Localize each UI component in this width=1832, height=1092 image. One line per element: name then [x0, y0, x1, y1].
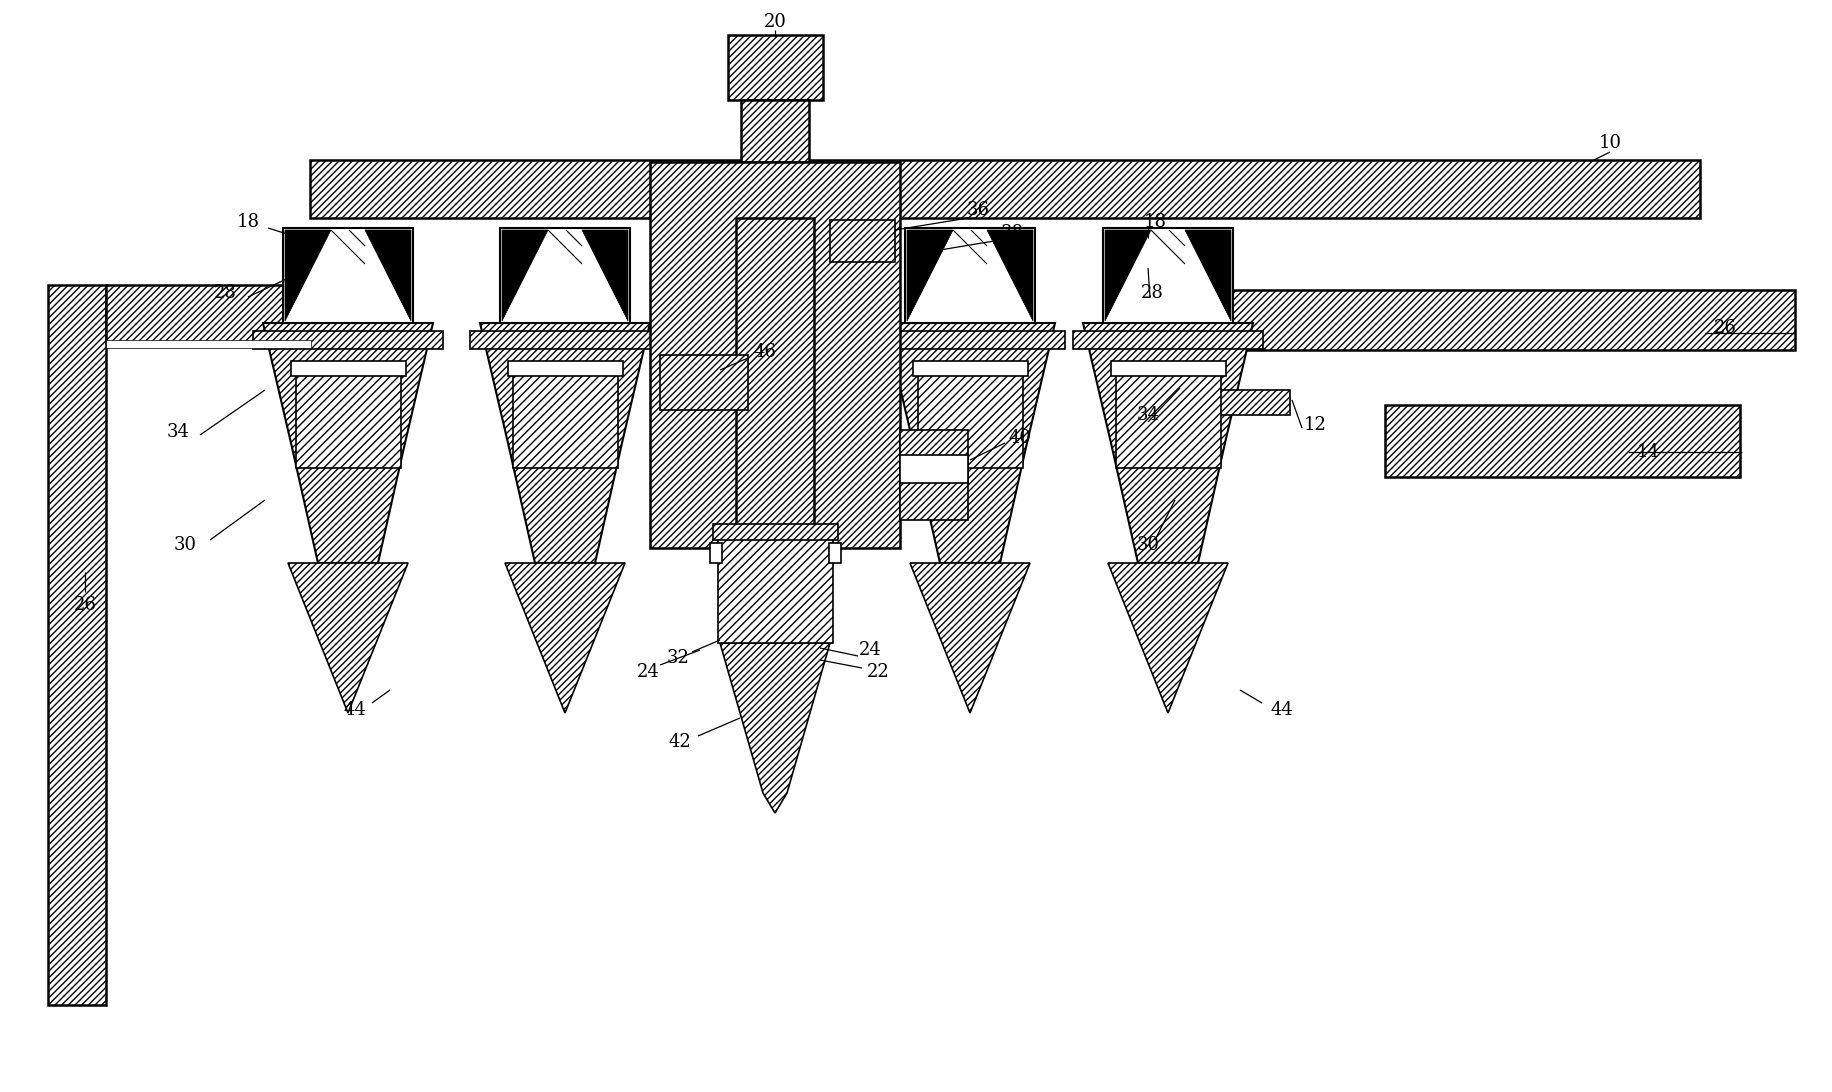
- Bar: [713, 524, 837, 541]
- Bar: [736, 218, 813, 548]
- Polygon shape: [720, 643, 830, 814]
- Bar: [1194, 390, 1290, 415]
- Polygon shape: [502, 230, 548, 321]
- Bar: [650, 162, 900, 548]
- Polygon shape: [911, 563, 1030, 713]
- Polygon shape: [583, 230, 628, 321]
- Text: 30: 30: [1136, 536, 1160, 554]
- Bar: [106, 285, 311, 343]
- Polygon shape: [264, 323, 432, 563]
- Text: 24: 24: [859, 641, 881, 658]
- Bar: [1116, 373, 1220, 468]
- Text: 34: 34: [167, 423, 189, 441]
- Polygon shape: [1083, 323, 1253, 563]
- Bar: [740, 100, 810, 162]
- Bar: [711, 543, 722, 563]
- Bar: [727, 35, 823, 100]
- Polygon shape: [365, 230, 410, 321]
- Text: 36: 36: [967, 201, 989, 219]
- Polygon shape: [1108, 563, 1227, 713]
- Bar: [297, 373, 401, 468]
- Bar: [876, 331, 1064, 349]
- Bar: [291, 361, 407, 376]
- Bar: [253, 331, 443, 349]
- Polygon shape: [987, 230, 1033, 321]
- Bar: [500, 228, 630, 323]
- Text: 28: 28: [214, 284, 236, 302]
- Text: 46: 46: [753, 343, 777, 361]
- Polygon shape: [506, 563, 625, 713]
- Text: 34: 34: [1136, 406, 1160, 424]
- Bar: [1074, 331, 1262, 349]
- Polygon shape: [907, 230, 953, 321]
- Polygon shape: [1105, 230, 1150, 321]
- Bar: [106, 340, 311, 348]
- Bar: [918, 373, 1022, 468]
- Text: 28: 28: [1141, 284, 1163, 302]
- Polygon shape: [286, 230, 332, 321]
- Bar: [912, 361, 1028, 376]
- Text: 42: 42: [669, 733, 691, 751]
- Bar: [830, 219, 896, 262]
- Text: 24: 24: [638, 663, 660, 681]
- Bar: [310, 161, 1700, 218]
- Text: 26: 26: [73, 596, 97, 614]
- Bar: [718, 538, 834, 643]
- Bar: [1110, 361, 1226, 376]
- Text: 32: 32: [667, 649, 689, 667]
- Text: 44: 44: [1271, 701, 1293, 719]
- Bar: [900, 430, 967, 520]
- Text: 26: 26: [1713, 319, 1737, 337]
- Text: 22: 22: [867, 663, 889, 681]
- Text: 14: 14: [1636, 443, 1660, 461]
- Bar: [830, 543, 841, 563]
- Bar: [900, 455, 967, 483]
- Bar: [660, 355, 747, 410]
- Text: 20: 20: [764, 13, 786, 31]
- Text: 30: 30: [174, 536, 196, 554]
- Polygon shape: [480, 323, 650, 563]
- Text: 38: 38: [1000, 224, 1024, 242]
- Text: 18: 18: [1143, 213, 1167, 232]
- Bar: [513, 373, 617, 468]
- Bar: [1194, 290, 1795, 351]
- Bar: [1103, 228, 1233, 323]
- Bar: [48, 285, 106, 1005]
- Text: 40: 40: [1009, 429, 1031, 447]
- Bar: [905, 228, 1035, 323]
- Polygon shape: [288, 563, 409, 713]
- Text: 12: 12: [1304, 416, 1326, 434]
- Polygon shape: [885, 323, 1055, 563]
- Bar: [507, 361, 623, 376]
- Polygon shape: [1185, 230, 1231, 321]
- Text: 18: 18: [236, 213, 260, 232]
- Bar: [1385, 405, 1740, 477]
- Bar: [714, 162, 835, 219]
- Bar: [282, 228, 412, 323]
- Text: 10: 10: [1599, 134, 1621, 152]
- Bar: [471, 331, 660, 349]
- Text: 44: 44: [344, 701, 366, 719]
